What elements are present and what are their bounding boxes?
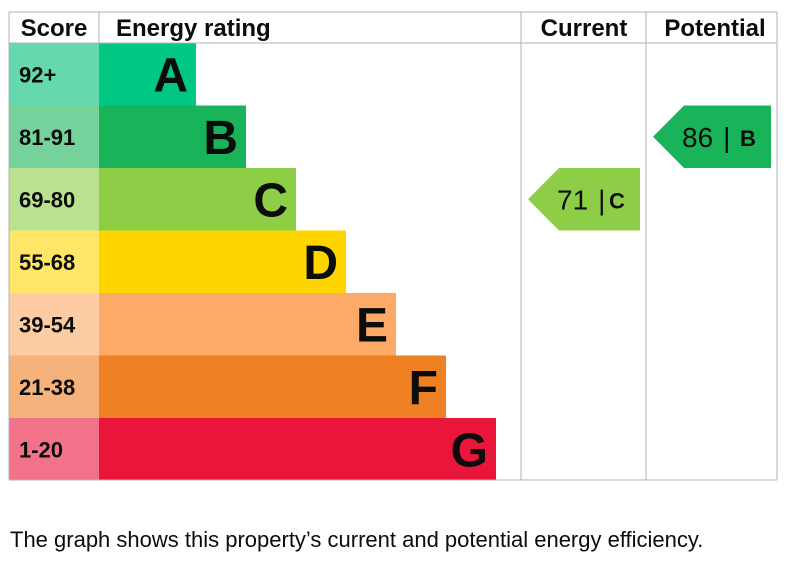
chart-caption: The graph shows this property’s current … [10, 527, 704, 552]
band-row-a: 92+ A [9, 43, 196, 106]
score-range-label: 39-54 [19, 312, 76, 337]
header-row: Score Energy rating Current Potential [21, 15, 766, 42]
score-cell [9, 355, 99, 418]
score-range-label: 81-91 [19, 125, 75, 150]
score-range-label: 55-68 [19, 250, 75, 275]
rating-letter: F [409, 362, 438, 415]
header-score: Score [21, 15, 88, 42]
rating-bar [99, 230, 346, 293]
potential-indicator-arrow [653, 105, 771, 168]
table-frame [8, 11, 778, 481]
rating-bar [99, 355, 446, 418]
score-cell [9, 230, 99, 293]
band-row-c: 69-80 C [9, 168, 296, 231]
bands-layer: 92+ A 81-91 B 69-80 C 55-68 D 39-54 E 21-38 F 1-20 G [9, 43, 496, 481]
score-range-label: 21-38 [19, 375, 75, 400]
score-cell [9, 418, 99, 481]
header-energy-rating: Energy rating [116, 15, 271, 42]
rating-bar [99, 168, 296, 231]
potential-indicator: 86 | B [653, 105, 771, 168]
header-current: Current [541, 15, 628, 42]
current-indicator-arrow [528, 168, 640, 231]
band-row-d: 55-68 D [9, 230, 346, 293]
rating-letter: A [153, 49, 188, 102]
current-indicator: 71 | C [528, 168, 640, 231]
band-row-b: 81-91 B [9, 105, 246, 168]
score-cell [9, 105, 99, 168]
indicators-layer: 71 | C 86 | B [528, 105, 771, 231]
score-range-label: 92+ [19, 62, 56, 87]
score-cell [9, 293, 99, 356]
potential-indicator-band-letter: B [740, 126, 756, 151]
rating-bar [99, 293, 396, 356]
band-row-e: 39-54 E [9, 293, 396, 356]
rating-letter: G [451, 424, 488, 477]
rating-letter: E [356, 299, 388, 352]
potential-indicator-value: 86 | [682, 122, 730, 153]
header-potential: Potential [664, 15, 765, 42]
band-row-g: 1-20 G [9, 418, 496, 481]
score-range-label: 69-80 [19, 187, 75, 212]
epc-chart: 92+ A81-91 B69-80 C55-68 D39-54 E21-38 F1-20 G … [8, 11, 778, 481]
rating-bar [99, 43, 196, 106]
rating-bar [99, 418, 496, 481]
rating-letter: D [303, 237, 338, 290]
score-cell [9, 168, 99, 231]
current-indicator-value: 71 | [557, 184, 605, 215]
score-range-label: 1-20 [19, 437, 63, 462]
current-indicator-band-letter: C [609, 188, 625, 213]
score-cell [9, 43, 99, 106]
rating-letter: B [203, 112, 238, 165]
band-row-f: 21-38 F [9, 355, 446, 418]
rating-bar [99, 105, 246, 168]
rating-letter: C [253, 174, 288, 227]
